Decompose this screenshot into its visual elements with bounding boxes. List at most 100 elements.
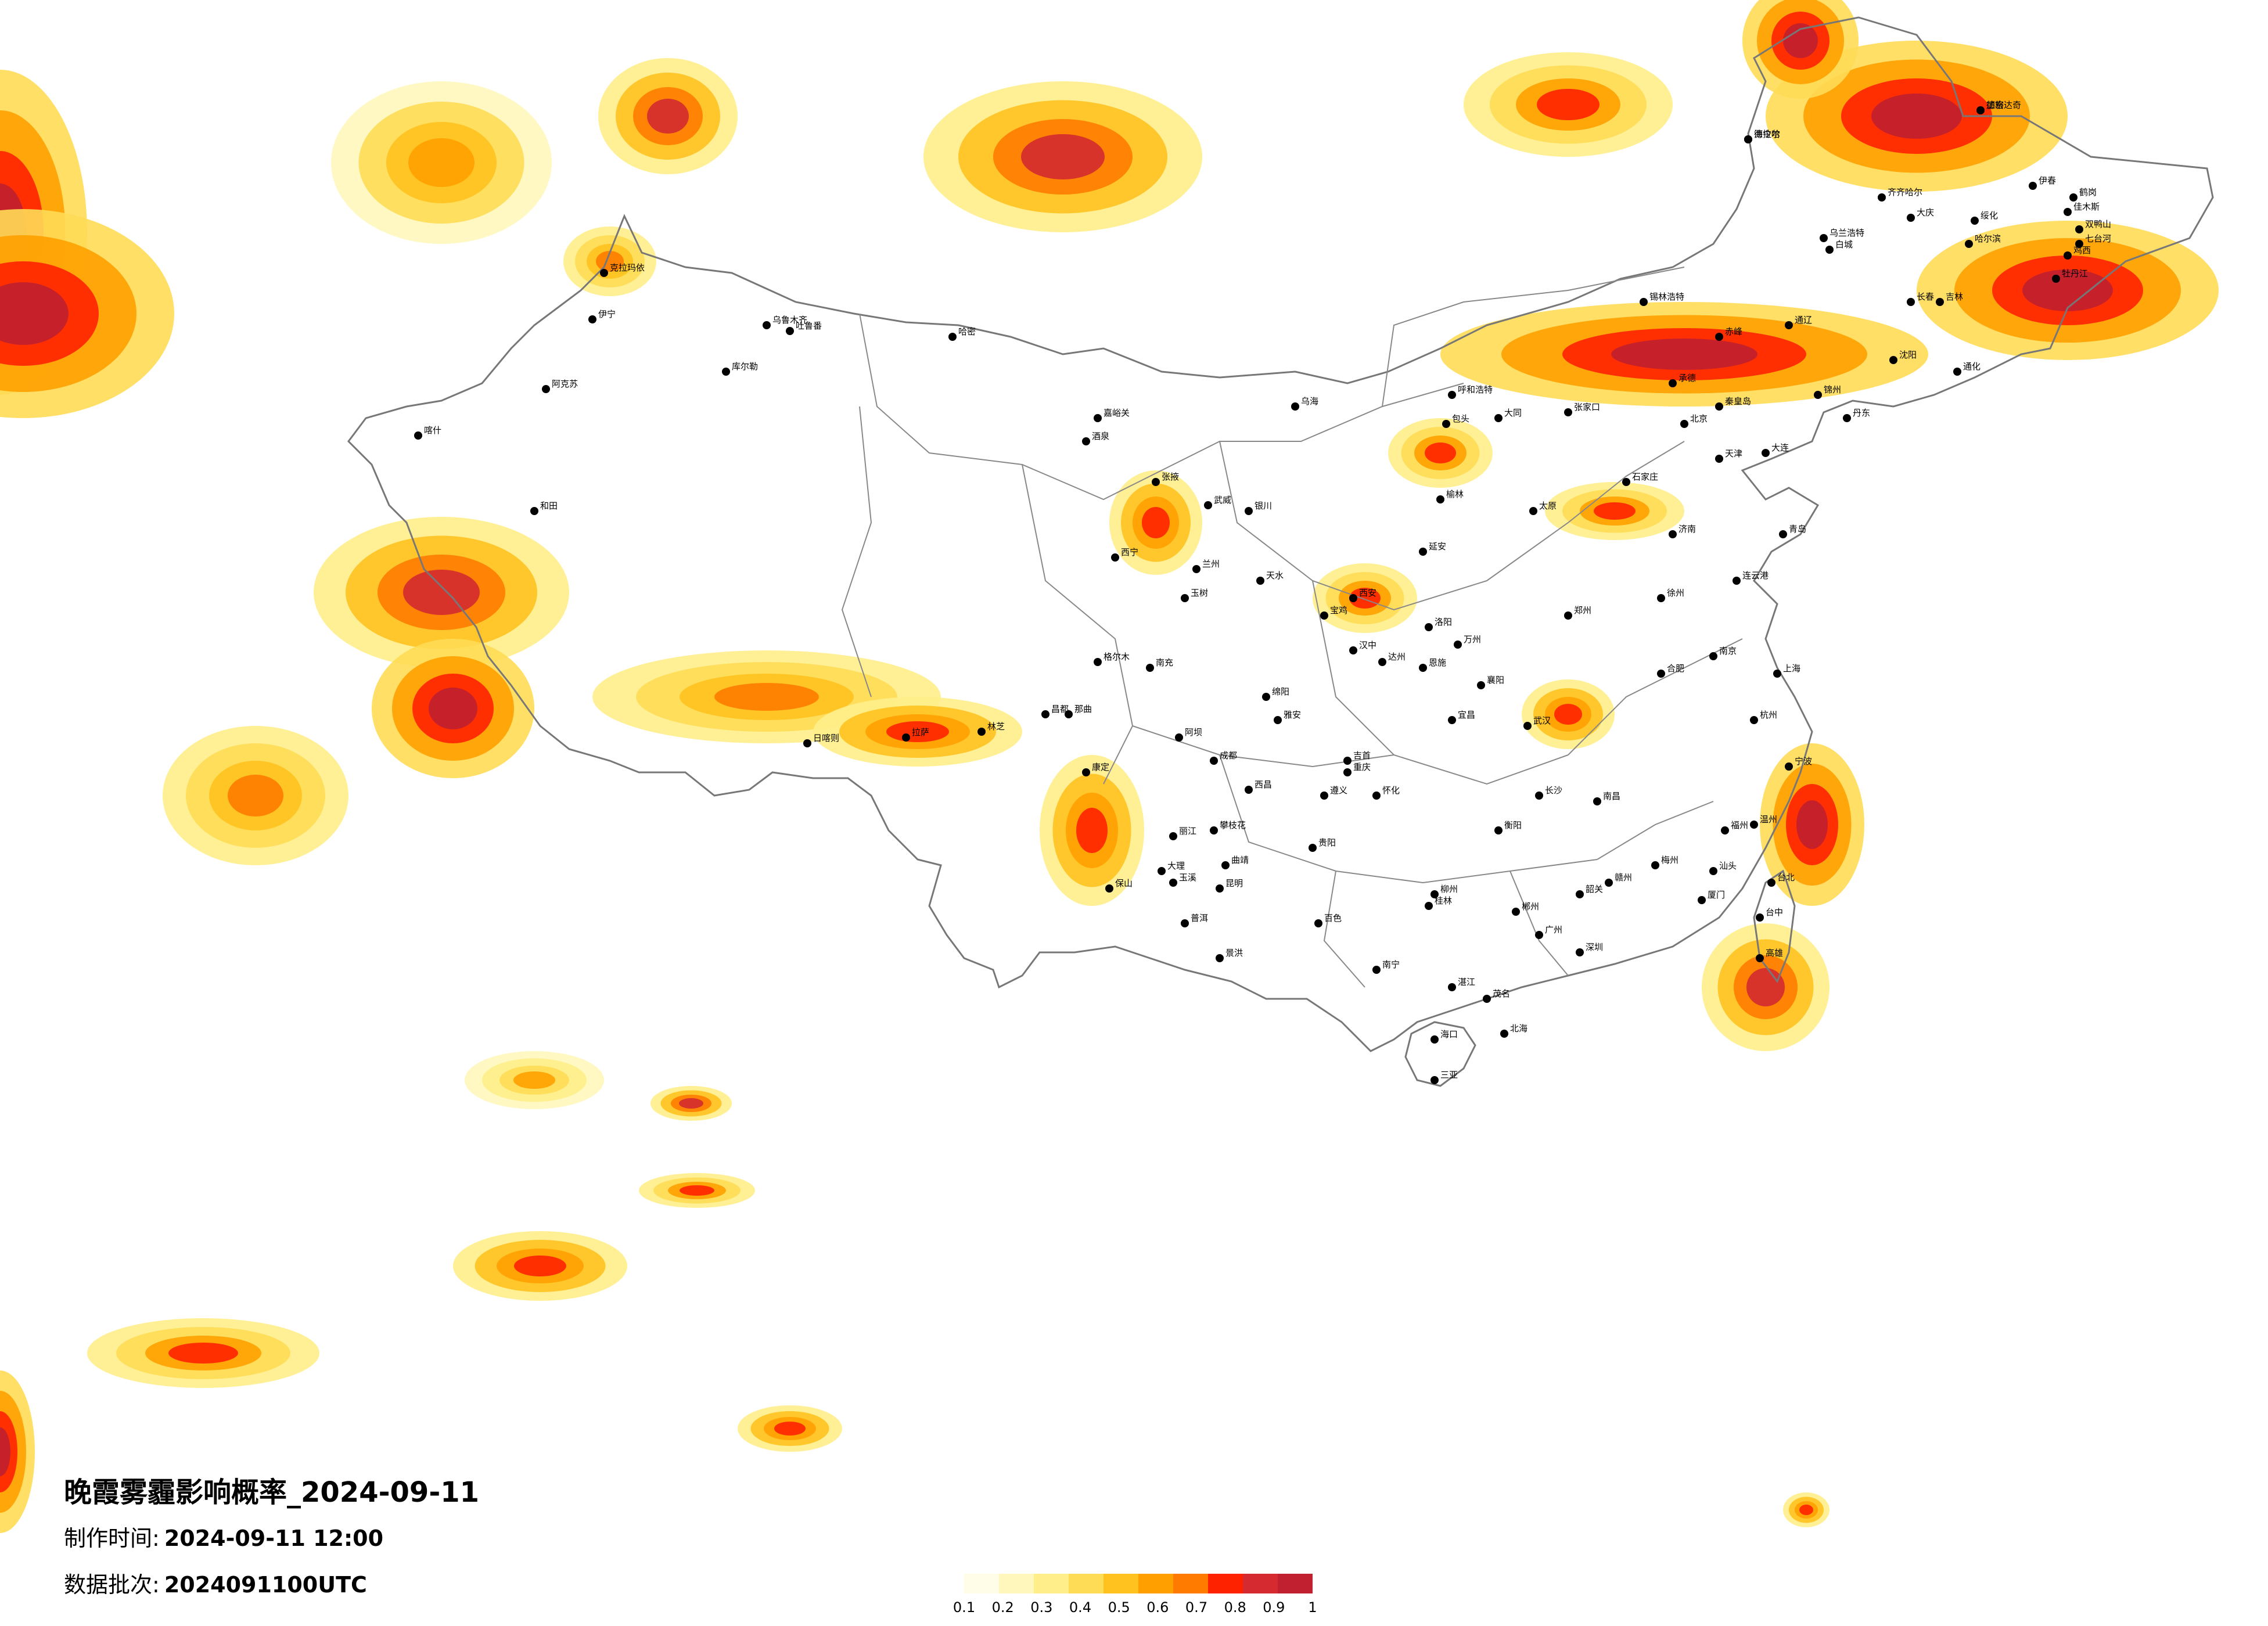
city-label: 贵阳: [1318, 837, 1336, 848]
city-marker: 嘉峪关: [1094, 408, 1130, 422]
city-dot: [1320, 792, 1328, 800]
city-dot: [1640, 298, 1648, 306]
probability-blob: [1871, 93, 1962, 139]
city-dot: [1146, 664, 1154, 672]
city-marker: 酒泉: [1082, 431, 1109, 445]
city-dot: [1291, 402, 1299, 411]
city-dot: [1169, 879, 1177, 887]
legend-swatch: [1208, 1574, 1243, 1593]
city-dot: [1216, 884, 1224, 893]
city-marker: 昆明: [1216, 878, 1243, 893]
legend-tick-label: 0.6: [1146, 1599, 1169, 1616]
probability-blob: [0, 282, 69, 345]
city-label: 青岛: [1789, 524, 1806, 534]
city-dot: [414, 431, 422, 440]
probability-blob: [1783, 23, 1818, 58]
country-border: [347, 16, 2214, 1052]
city-dot: [2029, 182, 2037, 190]
city-label: 昆明: [1225, 878, 1243, 888]
city-label: 绵阳: [1272, 686, 1289, 697]
city-label: 万州: [1464, 634, 1481, 645]
city-marker: 佳木斯: [2064, 202, 2100, 216]
city-label: 武威: [1214, 495, 1231, 505]
city-marker: 青岛: [1779, 524, 1806, 538]
legend-tick-label: 0.1: [953, 1599, 976, 1616]
legend-tick-label: 0.8: [1224, 1599, 1246, 1616]
city-label: 锦州: [1824, 384, 1841, 395]
city-label: 三亚: [1440, 1070, 1458, 1080]
color-legend: 0.1 0.2 0.3 0.4 0.5 0.6 0.7 0.8 0.9 1: [953, 1574, 1317, 1620]
city-dot: [1448, 391, 1456, 399]
city-dot: [1349, 594, 1357, 602]
city-dot: [1564, 408, 1572, 416]
city-dot: [722, 368, 730, 376]
city-marker: 昌都: [1041, 704, 1069, 718]
city-marker: 西安: [1349, 588, 1376, 602]
city-dot: [1576, 890, 1584, 898]
city-dot: [1907, 298, 1915, 306]
legend-swatch: [964, 1574, 999, 1593]
city-label: 七台河: [2085, 233, 2111, 244]
city-dot: [2069, 193, 2077, 202]
map-title: 晚霞雾霾影响概率_2024-09-11: [64, 1476, 480, 1509]
city-label: 加格达奇: [1986, 100, 2021, 110]
legend-tick-label: 0.2: [991, 1599, 1014, 1616]
city-label: 沈阳: [1899, 350, 1917, 360]
city-dot: [1680, 420, 1688, 428]
city-dot: [1971, 217, 1979, 225]
city-label: 梅州: [1661, 855, 1678, 865]
city-dot: [1773, 670, 1781, 678]
city-dot: [1721, 826, 1729, 834]
city-marker: 重庆: [1343, 762, 1371, 776]
city-marker: 汕头: [1709, 861, 1737, 875]
city-marker: 景洪: [1216, 948, 1243, 962]
probability-field: [0, 0, 2219, 1533]
city-label: 台北: [1777, 872, 1795, 883]
city-marker: 玉溪: [1169, 872, 1196, 887]
city-dot: [1425, 902, 1433, 910]
legend-colorbar: [964, 1574, 1313, 1593]
city-label: 汉中: [1359, 640, 1376, 650]
city-marker: 曲靖: [1221, 855, 1249, 869]
city-dot: [1715, 333, 1723, 341]
city-dot: [600, 269, 608, 277]
probability-blob: [168, 1343, 238, 1364]
legend-tick-label: 0.9: [1263, 1599, 1285, 1616]
city-label: 南充: [1156, 657, 1173, 668]
city-marker: 汉中: [1349, 640, 1376, 654]
city-label: 格尔木: [1104, 652, 1130, 662]
city-label: 西昌: [1255, 779, 1272, 790]
city-marker: 沈阳: [1889, 350, 1917, 364]
city-label: 嘉峪关: [1104, 408, 1130, 418]
city-marker: 那曲: [1065, 704, 1092, 718]
city-label: 张掖: [1162, 472, 1179, 482]
city-marker: 南京: [1709, 646, 1737, 660]
city-dot: [1756, 913, 1764, 922]
city-marker: 贵阳: [1309, 837, 1336, 852]
city-label: 丹东: [1853, 408, 1870, 418]
city-marker: 石家庄: [1622, 472, 1658, 486]
city-label: 林芝: [987, 721, 1005, 732]
city-marker: 锡林浩特: [1640, 292, 1684, 306]
city-marker: 长春: [1907, 292, 1934, 306]
city-marker: 连云港: [1733, 570, 1769, 585]
city-label: 吉林: [1946, 292, 1963, 302]
city-marker: 海口: [1430, 1029, 1458, 1044]
city-dot: [1221, 861, 1230, 869]
city-dot: [1210, 826, 1218, 834]
city-dot: [1744, 135, 1752, 143]
city-dot: [1152, 478, 1160, 486]
city-marker: 伊春: [2029, 175, 2056, 190]
city-marker: 西宁: [1111, 547, 1138, 562]
city-dot: [1041, 710, 1049, 718]
city-dot: [1082, 437, 1090, 445]
city-dot: [1605, 879, 1613, 887]
city-marker: 太原: [1529, 501, 1557, 515]
produce-time-value: 2024-09-11 12:00: [164, 1526, 384, 1551]
probability-blob: [0, 1427, 10, 1476]
city-label: 西宁: [1121, 547, 1138, 557]
city-marker: 达州: [1378, 652, 1406, 666]
city-dot: [763, 321, 771, 329]
city-label: 曲靖: [1231, 855, 1249, 865]
city-dot: [1245, 786, 1253, 794]
